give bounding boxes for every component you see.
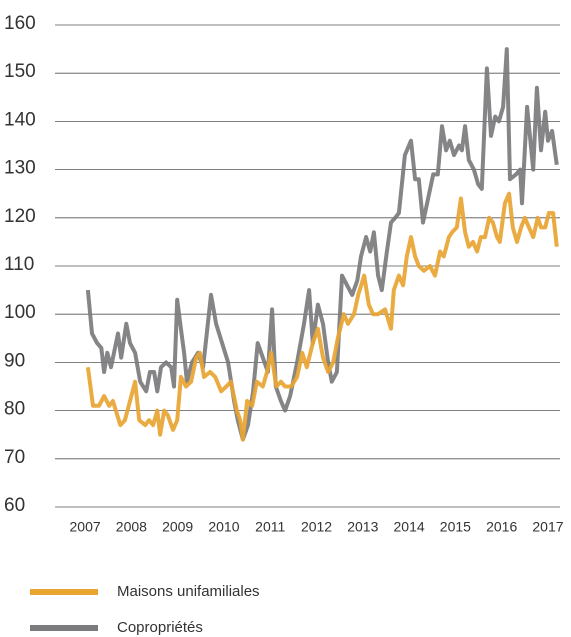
series-line [85, 47, 559, 442]
y-tick-label: 90 [4, 350, 25, 371]
x-tick-label: 2009 [162, 519, 193, 535]
legend: Maisons unifamiliales Copropriétés [30, 583, 260, 636]
y-tick-label: 160 [4, 13, 36, 34]
x-tick-label: 2010 [208, 519, 239, 535]
y-tick-label: 120 [4, 206, 36, 227]
legend-label: Copropriétés [117, 619, 203, 636]
x-tick-label: 2012 [301, 519, 332, 535]
y-tick-label: 70 [4, 447, 25, 468]
x-tick-label: 2017 [532, 519, 563, 535]
series-line [85, 191, 559, 442]
x-tick-label: 2011 [255, 519, 285, 535]
x-tick-label: 2007 [70, 519, 101, 535]
y-tick-label: 150 [4, 61, 36, 82]
lines [85, 47, 559, 442]
x-tick-label: 2014 [394, 519, 425, 535]
y-tick-label: 130 [4, 158, 36, 179]
x-tick-label: 2016 [486, 519, 517, 535]
y-tick-label: 100 [4, 302, 36, 323]
legend-label: Maisons unifamiliales [117, 583, 260, 600]
y-tick-label: 140 [4, 109, 36, 130]
grid: 60 70 80 90 100 110 120 130 140 150 160 2007 2008 200… [4, 13, 564, 535]
x-tick-label: 2015 [440, 519, 471, 535]
x-tick-label: 2013 [347, 519, 378, 535]
y-tick-label: 110 [4, 254, 34, 275]
y-tick-label: 80 [4, 399, 25, 420]
x-tick-label: 2008 [116, 519, 147, 535]
y-tick-label: 60 [4, 495, 25, 516]
